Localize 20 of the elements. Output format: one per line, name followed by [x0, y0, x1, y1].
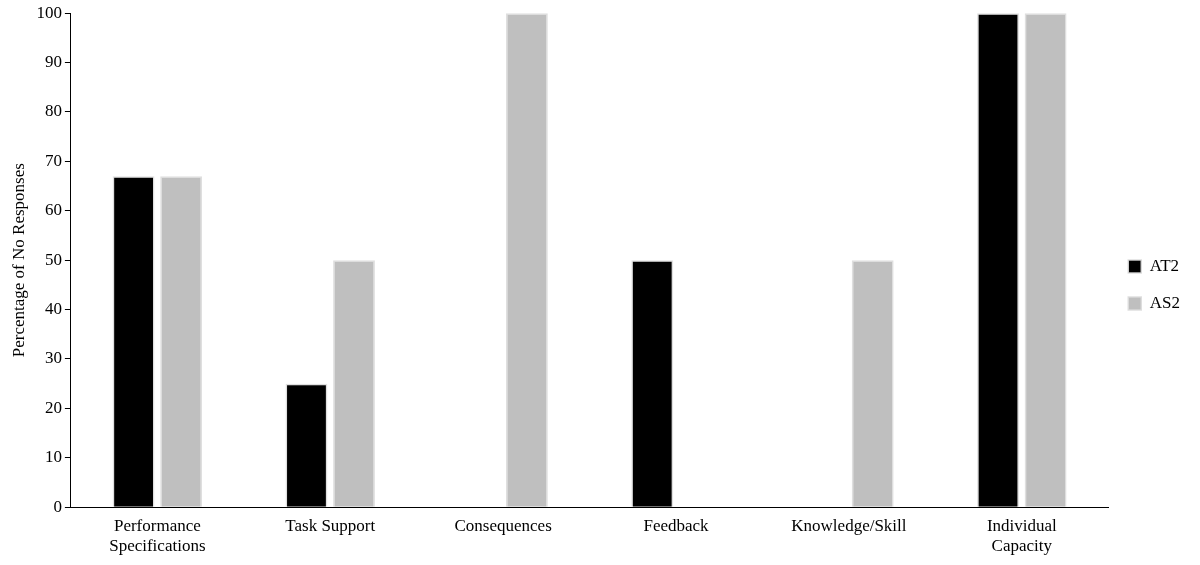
y-axis-title: Percentage of No Responses: [8, 163, 28, 358]
y-tick-label: 90: [44, 52, 62, 72]
x-tick-label: Consequences: [454, 515, 552, 535]
legend-label: AS2: [1149, 292, 1180, 312]
y-tick-label: 70: [44, 150, 62, 170]
x-tick-label: Task Support: [285, 515, 376, 535]
y-tick-label: 20: [44, 397, 62, 417]
y-tick-label: 10: [44, 447, 62, 467]
y-tick-label: 50: [44, 249, 62, 269]
y-tick-label: 100: [36, 2, 62, 22]
x-tick-label: Feedback: [643, 515, 710, 535]
y-tick-label: 80: [44, 101, 62, 121]
legend-label: AT2: [1149, 255, 1180, 275]
y-tick-label: 60: [44, 200, 62, 220]
y-tick-label: 30: [44, 348, 62, 368]
x-tick-label: Knowledge/Skill: [791, 515, 907, 535]
y-tick-label: 40: [44, 299, 62, 319]
x-tick-label: Individual Capacity: [986, 515, 1058, 556]
x-tick-label: Performance Specifications: [109, 515, 206, 556]
y-tick-label: 0: [53, 496, 62, 516]
